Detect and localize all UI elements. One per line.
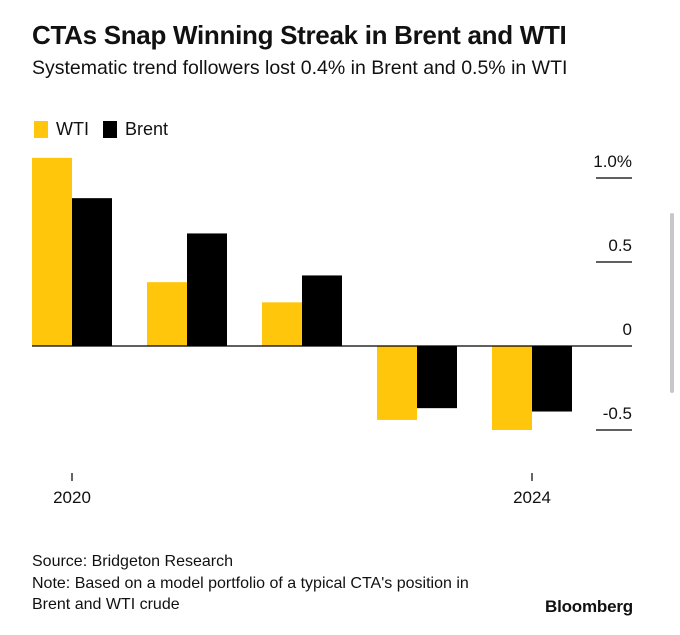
y-tick-label: 0 <box>623 320 632 339</box>
legend-label-brent: Brent <box>125 119 169 139</box>
bar-brent-2021 <box>187 233 227 346</box>
bar-brent-2022 <box>302 275 342 346</box>
legend-label-wti: WTI <box>56 119 89 139</box>
x-tick-label: 2020 <box>53 488 91 507</box>
bar-wti-2021 <box>147 282 187 346</box>
source-text: Source: Bridgeton Research <box>32 553 233 570</box>
legend-swatch-brent <box>103 121 117 138</box>
legend: WTI Brent <box>34 119 182 140</box>
bar-wti-2024 <box>492 346 532 430</box>
legend-item-brent: Brent <box>103 119 168 140</box>
y-tick-label: -0.5 <box>603 404 632 423</box>
y-tick-label: 0.5 <box>608 236 632 255</box>
chart-title: CTAs Snap Winning Streak in Brent and WT… <box>32 20 567 50</box>
bloomberg-logo: Bloomberg <box>545 597 633 616</box>
chart-subtitle: Systematic trend followers lost 0.4% in … <box>32 57 568 79</box>
bar-brent-2024 <box>532 346 572 412</box>
bar-wti-2023 <box>377 346 417 420</box>
scrollbar[interactable] <box>670 213 674 393</box>
x-tick-label: 2024 <box>513 488 551 507</box>
legend-item-wti: WTI <box>34 119 89 140</box>
note-text: Note: Based on a model portfolio of a ty… <box>32 575 469 613</box>
bar-brent-2020 <box>72 198 112 346</box>
y-tick-label: 1.0% <box>593 152 632 171</box>
bar-brent-2023 <box>417 346 457 409</box>
bar-wti-2022 <box>262 302 302 346</box>
bar-wti-2020 <box>32 157 72 346</box>
legend-swatch-wti <box>34 121 48 138</box>
